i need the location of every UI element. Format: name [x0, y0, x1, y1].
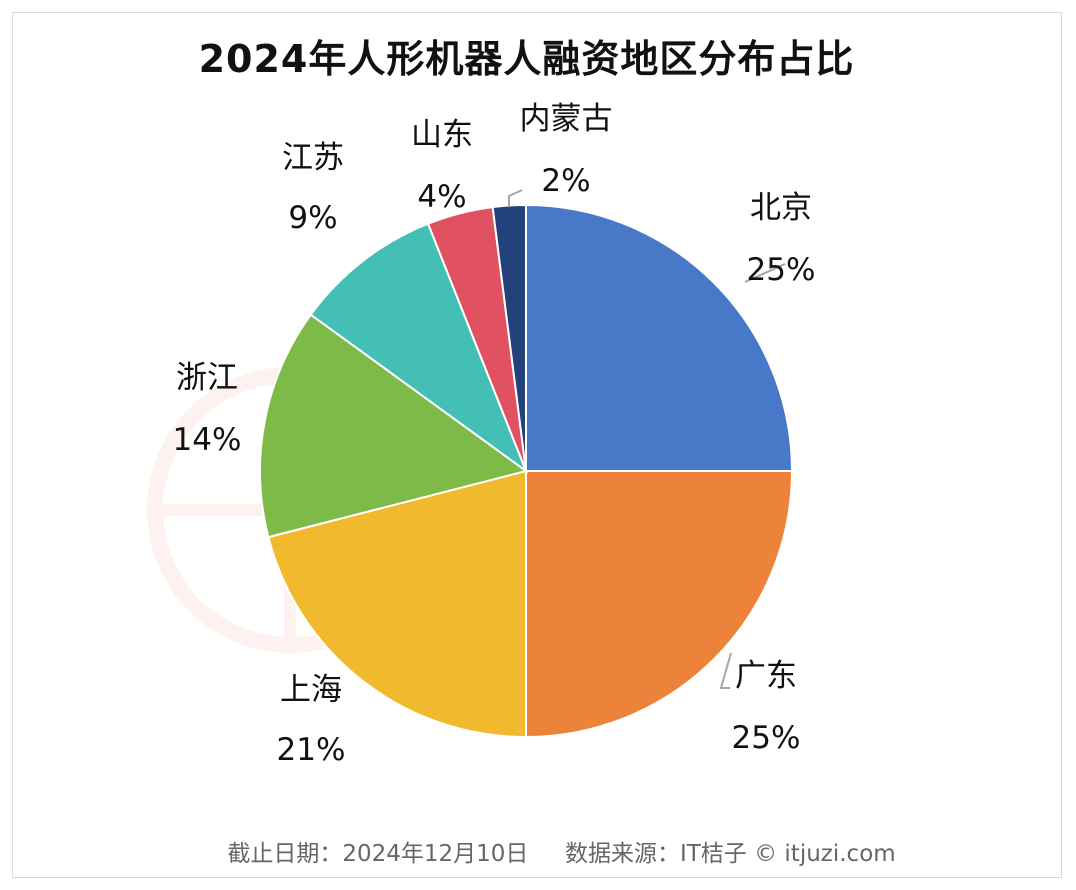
- footer-source: 数据来源：IT桔子 © itjuzi.com: [564, 841, 896, 867]
- slice-label-1: 广东: [735, 658, 797, 694]
- leader-line-0: [744, 263, 786, 283]
- slice-label-3: 浙江: [176, 360, 238, 396]
- chart-title: 2024年人形机器人融资地区分布占比: [198, 37, 855, 81]
- slice-label-5: 山东: [411, 117, 473, 153]
- pie-slice-3: [259, 313, 529, 539]
- slice-label-6: 内蒙古: [520, 101, 613, 137]
- slice-value-4: 9%: [288, 200, 337, 236]
- slice-value-1: 25%: [732, 720, 801, 756]
- pie-slice-1: [525, 470, 794, 739]
- pie-slice-0: [525, 203, 794, 472]
- pie-slice-4: [309, 222, 529, 474]
- slice-label-0: 北京: [750, 190, 812, 226]
- chart-footer: 截止日期：2024年12月10日 数据来源：IT桔子 © itjuzi.com: [0, 834, 1076, 868]
- slice-label-2: 上海: [280, 672, 342, 708]
- slice-value-5: 4%: [417, 179, 466, 215]
- slice-label-4: 江苏: [282, 140, 344, 176]
- slice-value-2: 21%: [277, 732, 346, 768]
- slice-value-6: 2%: [541, 163, 590, 199]
- leader-line-6: [508, 189, 523, 206]
- leader-line-1: [719, 652, 732, 689]
- pie-slice-2: [267, 469, 527, 739]
- footer-date: 截止日期：2024年12月10日: [227, 841, 529, 867]
- slice-value-3: 14%: [173, 422, 242, 458]
- slice-value-0: 25%: [747, 252, 816, 288]
